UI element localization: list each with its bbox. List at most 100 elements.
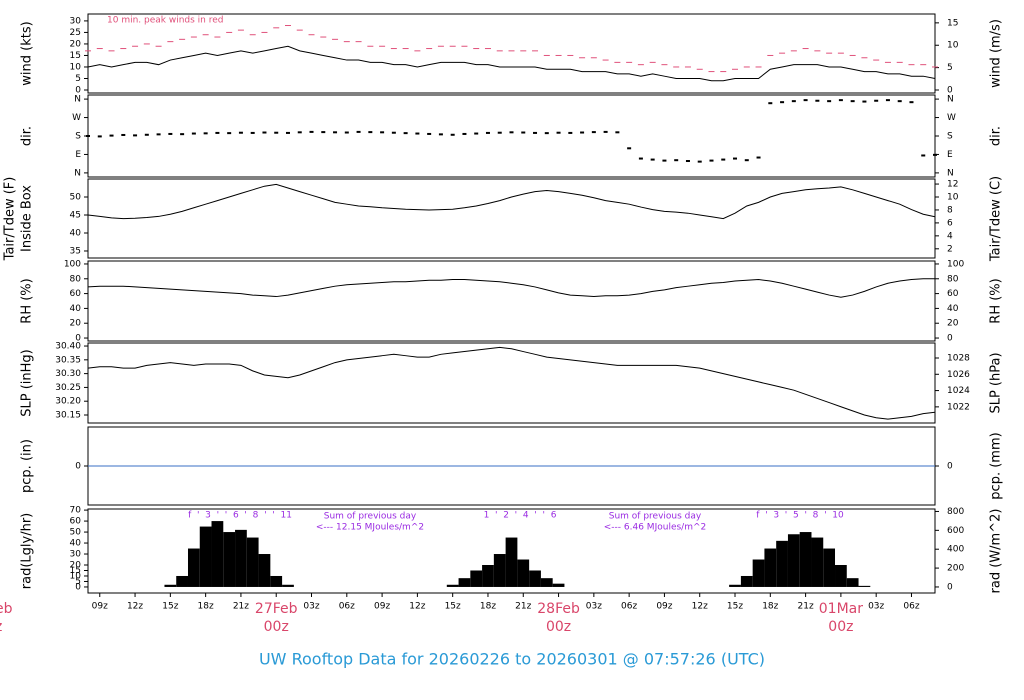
dir-point: [791, 100, 796, 103]
annotation: <--- 6.46 MJoules/m^2: [604, 523, 706, 533]
y-tick-label: 0: [75, 582, 81, 592]
dir-point: [615, 131, 620, 134]
x-tick-label: 03z: [586, 602, 602, 612]
rad-bar: [235, 529, 247, 587]
rad-bar: [482, 565, 494, 587]
dir-point: [203, 132, 208, 135]
hour-marks: f ' 3 ' 5 ' 8 ' 10: [756, 511, 844, 521]
x-tick-label: 15z: [727, 602, 743, 612]
y2-tick-label: 12: [947, 180, 958, 190]
dir-point: [227, 132, 232, 135]
y-tick-label: 35: [70, 246, 81, 256]
rad-bar: [835, 565, 847, 587]
y2-tick-label: 10: [947, 41, 959, 51]
y2-tick-label: 800: [947, 507, 964, 517]
y-tick-label: 50: [70, 528, 82, 538]
x-tick-label: 06z: [903, 602, 919, 612]
hour-marks: 1 ' 2 ' 4 ' ' 6: [484, 511, 557, 521]
y2-tick-label: W: [947, 113, 956, 123]
y2-tick-label: 4: [947, 231, 953, 241]
dir-point: [580, 131, 585, 134]
y-tick-label: E: [75, 150, 81, 160]
dir-point: [568, 131, 573, 134]
panel-frame: [87, 13, 936, 94]
dir-point: [850, 100, 855, 103]
dir-point: [238, 131, 243, 134]
dir-point: [403, 132, 408, 135]
rad-bar: [729, 584, 741, 587]
rad-bar: [199, 526, 212, 587]
rad-bar: [799, 532, 812, 587]
dir-point: [380, 131, 385, 134]
dir-point: [156, 133, 161, 136]
rad-bar: [552, 583, 565, 587]
y-axis-label: pcp. (in): [20, 439, 35, 493]
y-tick-label: S: [75, 132, 81, 142]
y-tick-label: 5: [75, 74, 81, 84]
y-tick-label: 30.35: [55, 355, 81, 365]
dir-point: [215, 131, 220, 134]
y2-tick-label: 100: [947, 259, 964, 269]
panel-frame: [87, 178, 936, 259]
y2-tick-label: 1028: [947, 353, 970, 363]
y2-tick-label: 40: [947, 304, 959, 314]
y2-tick-label: 6: [947, 218, 953, 228]
panel-frame: [87, 94, 936, 178]
rad-bar: [223, 532, 236, 587]
dir-point: [768, 102, 773, 105]
dir-point: [285, 131, 290, 134]
y2-axis-label: pcp. (mm): [989, 432, 1004, 499]
y-tick-label: 50: [70, 192, 82, 202]
y-tick-label: 100: [64, 259, 81, 269]
y-tick-label: 10: [70, 571, 82, 581]
dir-point: [368, 131, 373, 134]
dir-point: [474, 132, 479, 135]
y-tick-label: 30.15: [55, 411, 81, 421]
x-date-label: z: [0, 619, 2, 635]
y-tick-label: 30.40: [55, 342, 81, 352]
y2-tick-label: 80: [947, 274, 959, 284]
y2-axis-label: Tair/Tdew (C): [989, 176, 1004, 262]
dir-point: [180, 133, 185, 136]
y-axis-label: Tair/Tdew (F): [3, 177, 18, 262]
panel-frame: [87, 508, 936, 594]
y-tick-label: 45: [70, 210, 81, 220]
y2-tick-label: N: [947, 168, 954, 178]
y-tick-label: 20: [70, 561, 82, 571]
dir-point: [815, 99, 820, 102]
y-axis-label: dir.: [20, 126, 35, 146]
y2-tick-label: 1022: [947, 402, 970, 412]
rad-bar: [246, 537, 259, 587]
y2-tick-label: 0: [947, 334, 953, 344]
rad-bar: [282, 584, 294, 587]
dir-point: [97, 135, 102, 138]
y-tick-label: 15: [70, 51, 81, 61]
dir-point: [603, 130, 608, 133]
rad-bar: [858, 585, 871, 587]
dir-point: [144, 133, 149, 136]
y-tick-label: 30.30: [55, 369, 81, 379]
y-tick-label: 0: [75, 462, 81, 472]
dir-point: [756, 156, 761, 159]
y2-tick-label: 200: [947, 564, 964, 574]
y-tick-label: 10: [70, 62, 82, 72]
rad-bar: [540, 578, 553, 587]
dir-point: [321, 131, 326, 134]
x-tick-label: 18z: [198, 602, 214, 612]
rad-bar: [446, 584, 459, 587]
chart-title: UW Rooftop Data for 20260226 to 20260301…: [259, 650, 765, 669]
y-tick-label: 70: [70, 506, 82, 516]
dir-point: [556, 131, 561, 134]
dir-point: [874, 99, 879, 102]
y2-tick-label: 1024: [947, 386, 970, 396]
dir-point: [827, 100, 832, 103]
y2-axis-label: RH (%): [989, 278, 1004, 323]
dir-point: [450, 133, 455, 136]
dir-point: [627, 147, 632, 150]
y-axis-label: SLP (inHg): [20, 349, 35, 417]
y2-tick-label: 0: [947, 86, 953, 96]
rad-bar: [470, 570, 483, 587]
dir-point: [109, 134, 114, 137]
y-tick-label: 20: [70, 39, 82, 49]
